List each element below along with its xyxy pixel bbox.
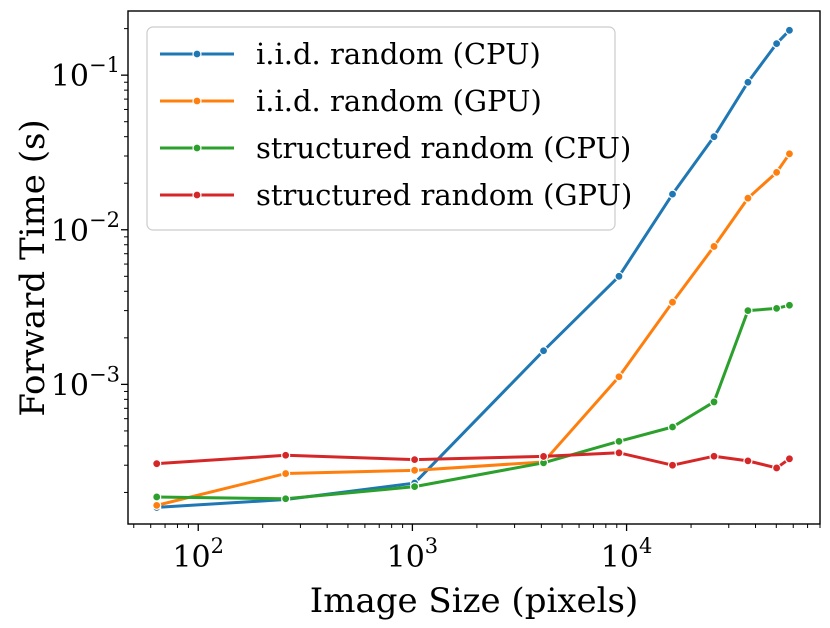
series-line [155,451,791,470]
data-point [772,463,782,473]
data-point [281,494,291,504]
data-point [743,77,753,87]
y-axis-ticks: 10−310−210−1 [51,28,128,493]
x-tick-label: 103 [387,534,439,575]
plot-frame [127,10,821,525]
x-tick-label-base: 10 [172,540,210,575]
data-point [614,271,624,281]
y-tick-label-base: 10 [51,368,89,403]
data-point [709,132,719,142]
y-tick-label: 10−3 [51,362,120,403]
data-point [772,167,782,177]
legend-box [146,26,616,231]
data-point [152,500,162,510]
data-point [709,451,719,461]
x-tick-label-exponent: 2 [211,534,224,558]
series-2 [152,300,795,504]
x-tick-label-base: 10 [387,540,425,575]
legend: i.i.d. random (CPU) i.i.d. random (GPU) st… [146,26,632,231]
data-point [743,306,753,316]
data-point [152,459,162,469]
data-point [709,397,719,407]
series-1 [152,149,795,510]
y-axis-label: Forward Time (s) [13,119,53,416]
y-tick-label-exponent: −1 [89,53,120,77]
y-tick-label-exponent: −3 [89,362,120,386]
y-tick-label: 10−2 [51,208,120,249]
data-point [614,448,624,458]
data-point [538,451,549,462]
x-tick-label-exponent: 4 [639,534,652,558]
legend-swatch-marker [192,190,202,200]
data-point [667,189,678,199]
data-point [709,241,719,252]
data-point [614,436,624,446]
data-point [152,492,162,502]
data-point [784,25,795,35]
x-tick-label-base: 10 [601,540,639,575]
x-tick-label: 104 [601,534,653,575]
y-tick-label-exponent: −2 [89,208,120,232]
data-point [614,372,624,382]
data-point [743,456,753,466]
data-point [667,460,678,470]
data-point [410,465,420,475]
data-point [784,149,795,159]
legend-label: i.i.d. random (GPU) [256,84,542,118]
x-tick-label-exponent: 3 [425,534,438,558]
legend-label: i.i.d. random (CPU) [256,37,541,71]
legend-swatch-marker [192,96,202,106]
data-point [667,422,678,432]
legend-label: structured random (GPU) [256,178,632,212]
data-point [772,303,782,314]
x-axis-label: Image Size (pixels) [310,581,638,621]
data-point [667,297,678,307]
data-point [784,454,795,464]
data-point [410,482,420,492]
data-point [772,38,782,49]
legend-label: structured random (CPU) [256,131,631,165]
x-tick-label: 102 [172,534,224,575]
data-point [784,300,795,310]
series-line [155,303,791,501]
y-tick-label-base: 10 [51,214,89,249]
y-tick-label: 10−1 [51,53,120,94]
x-axis-ticks: 102 103 104 [133,524,821,575]
data-point [281,450,291,460]
data-point [281,468,291,479]
series-3 [152,448,795,473]
legend-swatch-marker [192,143,202,153]
data-point [410,455,420,465]
legend-swatch-marker [192,49,202,59]
data-point [743,193,753,203]
series-layer [152,25,795,513]
y-tick-label-base: 10 [51,59,89,94]
series-line [155,152,791,507]
data-point [538,346,549,356]
